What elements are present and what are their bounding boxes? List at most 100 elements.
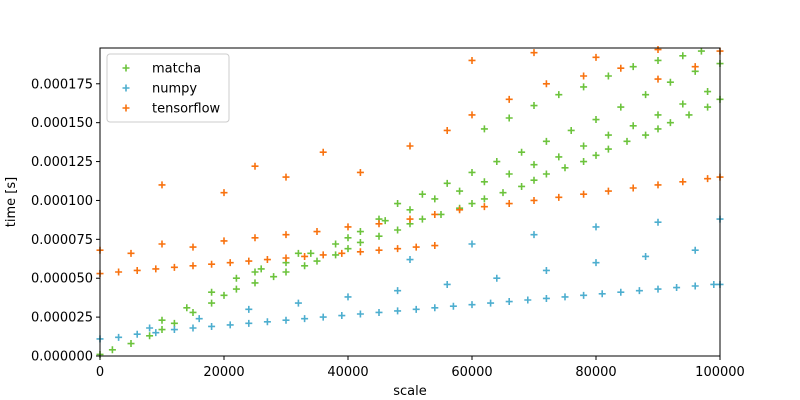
matcha-point xyxy=(208,299,216,307)
numpy-point xyxy=(170,326,178,334)
matcha-point xyxy=(654,125,662,133)
matcha-point xyxy=(381,217,389,225)
matcha-point xyxy=(189,308,197,316)
numpy-point xyxy=(561,293,569,301)
legend: matcha numpy tensorflow xyxy=(106,53,230,123)
x-tick-label: 100000 xyxy=(695,365,745,380)
tensorflow-point xyxy=(617,64,625,72)
matcha-point xyxy=(294,249,302,257)
numpy-point xyxy=(282,316,290,324)
numpy-point xyxy=(356,310,364,318)
matcha-point xyxy=(468,168,476,176)
matcha-point xyxy=(183,304,191,312)
matcha-point xyxy=(443,179,451,187)
y-tick-label: 0.000100 xyxy=(31,194,93,209)
matcha-point xyxy=(704,103,712,111)
matcha-point xyxy=(480,178,488,186)
tensorflow-point xyxy=(356,168,364,176)
numpy-point xyxy=(226,321,234,329)
tensorflow-point xyxy=(282,173,290,181)
numpy-point xyxy=(654,218,662,226)
numpy-point xyxy=(195,315,203,323)
y-axis-label: time [s] xyxy=(4,177,19,227)
matcha-point xyxy=(394,226,402,234)
matcha-point xyxy=(530,176,538,184)
tensorflow-point xyxy=(468,111,476,119)
matcha-point xyxy=(232,274,240,282)
numpy-point xyxy=(468,240,476,248)
matcha-point xyxy=(232,285,240,293)
matcha-point xyxy=(307,249,315,257)
matcha-point xyxy=(301,262,309,270)
legend-marker-matcha xyxy=(122,64,130,72)
matcha-point xyxy=(257,265,265,273)
series-tensorflow xyxy=(96,46,724,278)
tensorflow-point xyxy=(313,228,321,236)
matcha-point xyxy=(629,63,637,71)
numpy-point xyxy=(505,298,513,306)
matcha-point xyxy=(437,210,445,218)
tensorflow-point xyxy=(592,53,600,61)
numpy-point xyxy=(431,304,439,312)
tensorflow-point xyxy=(375,220,383,228)
matcha-point xyxy=(555,91,563,99)
matcha-point xyxy=(480,125,488,133)
matcha-point xyxy=(394,200,402,208)
matcha-point xyxy=(617,103,625,111)
tensorflow-point xyxy=(604,187,612,195)
tensorflow-point xyxy=(208,260,216,268)
matcha-point xyxy=(332,251,340,259)
numpy-point xyxy=(245,305,253,313)
y-tick-label: 0.000125 xyxy=(31,155,93,170)
tensorflow-point xyxy=(530,196,538,204)
legend-label-tensorflow: tensorflow xyxy=(152,102,221,117)
tensorflow-point xyxy=(220,189,228,197)
numpy-point xyxy=(530,231,538,239)
numpy-point xyxy=(189,324,197,332)
x-tick-label: 0 xyxy=(96,365,104,380)
matcha-point xyxy=(356,228,364,236)
numpy-point xyxy=(691,246,699,254)
x-tick-label: 40000 xyxy=(327,365,368,380)
numpy-point xyxy=(115,333,123,341)
matcha-point xyxy=(518,148,526,156)
legend-marker-tensorflow xyxy=(122,104,130,112)
numpy-point xyxy=(598,290,606,298)
matcha-point xyxy=(604,145,612,153)
numpy-point xyxy=(617,288,625,296)
y-tick-label: 0.000075 xyxy=(31,233,93,248)
tensorflow-point xyxy=(704,175,712,183)
numpy-point xyxy=(152,329,160,337)
numpy-point xyxy=(406,256,414,264)
numpy-point xyxy=(208,322,216,330)
plot-frame xyxy=(99,47,721,357)
matcha-point xyxy=(431,195,439,203)
matcha-point xyxy=(270,273,278,281)
numpy-point xyxy=(468,301,476,309)
numpy-point xyxy=(245,319,253,327)
matcha-point xyxy=(592,151,600,159)
numpy-point xyxy=(301,315,309,323)
x-tick-label: 60000 xyxy=(451,365,492,380)
tensorflow-point xyxy=(282,254,290,262)
numpy-point xyxy=(412,305,420,313)
matcha-point xyxy=(356,238,364,246)
tensorflow-point xyxy=(301,252,309,260)
matcha-point xyxy=(158,316,166,324)
matcha-point xyxy=(580,142,588,150)
matcha-point xyxy=(518,182,526,190)
matcha-point xyxy=(406,206,414,214)
matcha-point xyxy=(344,245,352,253)
matcha-point xyxy=(666,78,674,86)
tensorflow-point xyxy=(406,215,414,223)
tensorflow-point xyxy=(319,251,327,259)
numpy-point xyxy=(449,302,457,310)
matcha-point xyxy=(530,161,538,169)
tensorflow-point xyxy=(654,46,662,54)
numpy-point xyxy=(394,307,402,315)
matcha-point xyxy=(375,232,383,240)
legend-label-numpy: numpy xyxy=(152,82,197,97)
matcha-point xyxy=(127,340,135,348)
tensorflow-point xyxy=(480,203,488,211)
